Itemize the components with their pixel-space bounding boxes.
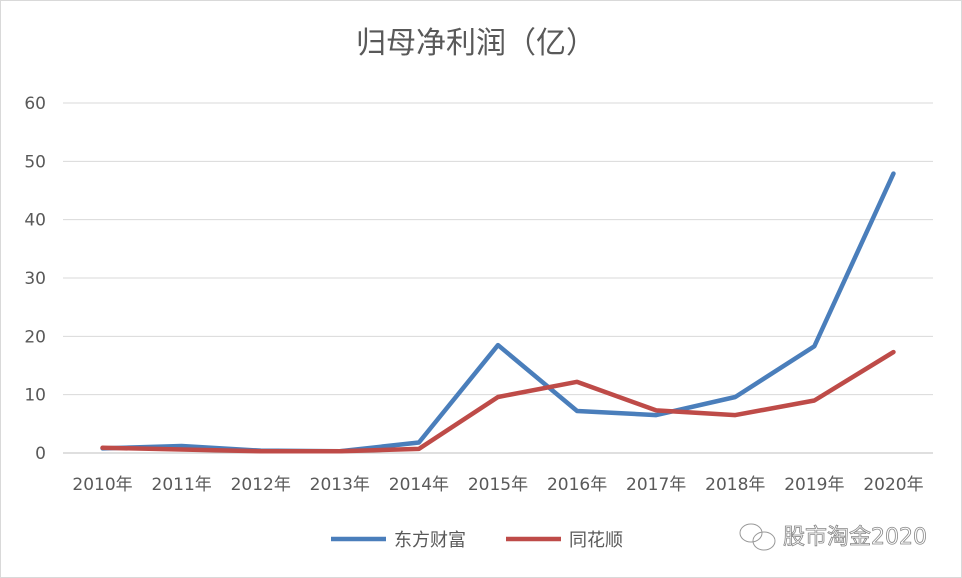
x-tick-label: 2017年	[626, 475, 686, 495]
series-line	[100, 349, 896, 454]
watermark: 股市淘金2020	[739, 523, 927, 551]
x-tick-label: 2016年	[547, 475, 607, 495]
x-tick-label: 2019年	[784, 475, 844, 495]
y-tick-label: 0	[35, 444, 46, 464]
legend-label: 同花顺	[569, 530, 623, 551]
y-tick-label: 10	[24, 386, 46, 406]
x-tick-label: 2018年	[705, 475, 765, 495]
y-tick-label: 50	[24, 152, 46, 172]
x-tick-label: 2011年	[152, 475, 212, 495]
y-tick-label: 40	[24, 211, 46, 231]
x-tick-label: 2020年	[863, 475, 923, 495]
x-tick-label: 2013年	[310, 475, 370, 495]
wechat-icon	[739, 523, 776, 551]
legend-label: 东方财富	[394, 530, 466, 551]
watermark-text: 股市淘金2020	[783, 525, 927, 550]
x-tick-label: 2010年	[72, 475, 132, 495]
x-tick-label: 2015年	[468, 475, 528, 495]
x-tick-label: 2014年	[389, 475, 449, 495]
y-tick-label: 20	[24, 327, 46, 347]
x-tick-label: 2012年	[231, 475, 291, 495]
y-tick-label: 60	[24, 94, 46, 114]
chart-title: 归母净利润（亿）	[356, 26, 596, 61]
y-tick-label: 30	[24, 269, 46, 289]
